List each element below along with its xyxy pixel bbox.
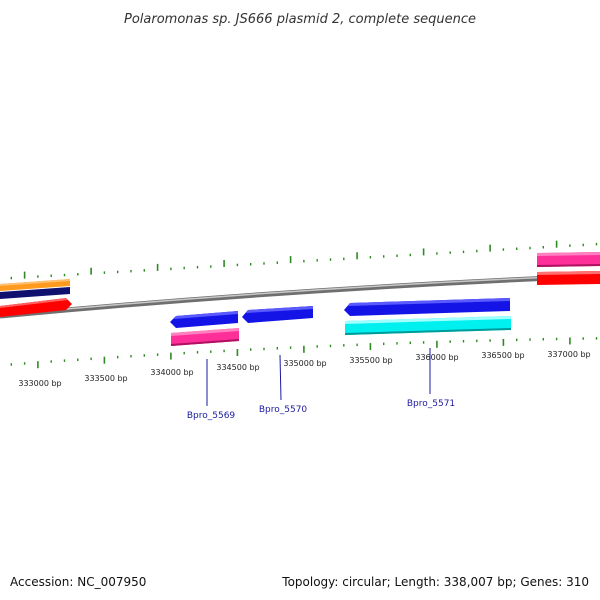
tick-label-335500: 335500 bp [349, 356, 392, 365]
accession-text: Accession: NC_007950 [10, 575, 146, 589]
gene-left-red[interactable] [0, 298, 72, 317]
tick-label-334500: 334500 bp [216, 363, 259, 372]
gene-bpro-5569-magenta[interactable] [171, 328, 239, 346]
gene-right-red[interactable] [537, 271, 600, 285]
gene-bpro-5569-blue[interactable] [170, 311, 238, 328]
tick-label-336000: 336000 bp [415, 353, 458, 362]
tick-label-335000: 335000 bp [283, 359, 326, 368]
gene-left-orange[interactable] [0, 279, 70, 291]
upper-tick-row [10, 240, 598, 280]
topology-text: Topology: circular; Length: 338,007 bp; … [281, 575, 589, 589]
gene-label-bpro-5571[interactable]: Bpro_5571 [407, 399, 455, 409]
gene-right-magenta[interactable] [537, 252, 600, 267]
tick-label-334000: 334000 bp [150, 368, 193, 377]
gene-label-bpro-5569[interactable]: Bpro_5569 [187, 411, 236, 421]
tick-label-336500: 336500 bp [481, 351, 524, 360]
sequence-backbone-highlight [0, 274, 600, 316]
map-title: Polaromonas sp. JS666 plasmid 2, complet… [124, 12, 476, 27]
tick-label-333000: 333000 bp [18, 379, 61, 388]
gene-label-bpro-5570[interactable]: Bpro_5570 [259, 405, 308, 415]
gene-bpro-5570-blue[interactable] [242, 306, 313, 323]
tick-label-333500: 333500 bp [84, 374, 127, 383]
gene-bpro-5571-cyan[interactable] [345, 316, 511, 335]
tick-labels: 333000 bp 333500 bp 334000 bp 334500 bp … [18, 350, 590, 388]
leader-line-bpro-5570 [279, 354, 282, 401]
gene-left-navy[interactable] [0, 287, 70, 299]
tick-label-337000: 337000 bp [547, 350, 590, 359]
gene-bpro-5571-blue[interactable] [344, 298, 510, 316]
lower-tick-row [10, 337, 598, 369]
sequence-backbone [0, 273, 600, 319]
